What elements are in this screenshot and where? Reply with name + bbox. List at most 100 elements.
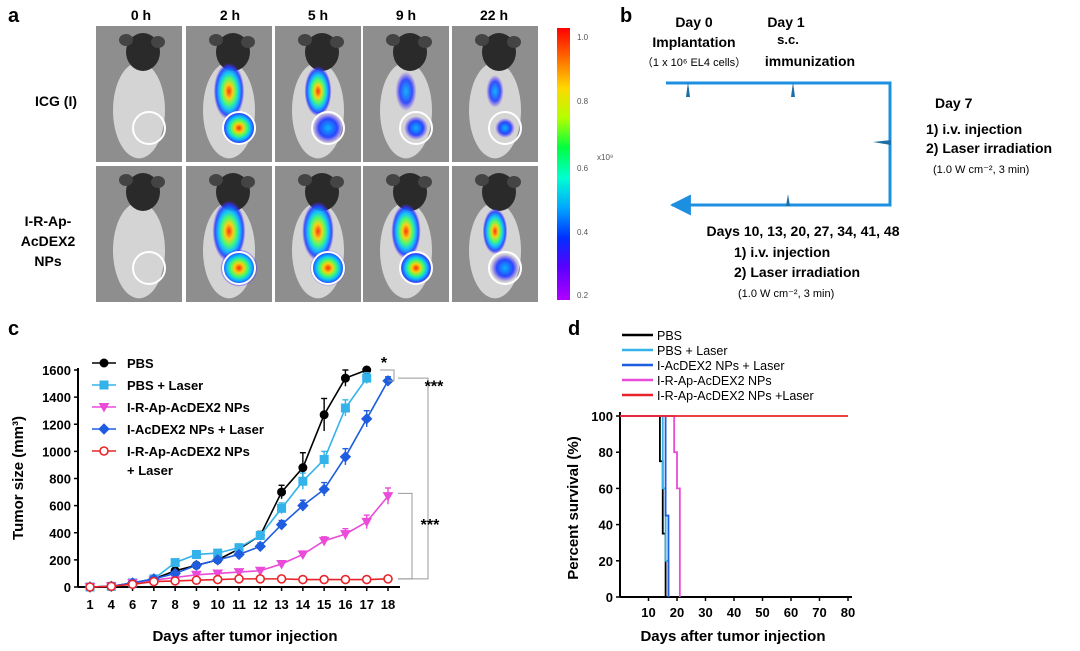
data-point [340,574,351,585]
mouse-image-r0-c0 [96,26,182,162]
panel-b-label: b [620,5,632,27]
time-label-3: 9 h [396,7,416,23]
data-point [383,574,393,584]
mouse-image-r1-c2 [275,166,361,302]
mouse-image-r1-c3 [363,166,449,302]
row-label-np-line3: NPs [34,253,61,269]
data-point [277,503,287,513]
x-tick-label: 13 [274,597,288,612]
panel-d-label: d [568,318,580,340]
mouse-ear [475,174,489,186]
data-point [170,576,180,586]
mouse-ear [475,34,489,46]
data-point [319,574,329,585]
legend-label: I-R-Ap-AcDEX2 NPs [657,374,772,388]
x-tick-label: 9 [193,597,200,612]
y-tick-label: 40 [599,518,613,533]
later-step1: 1) i.v. injection [734,244,830,260]
colorbar-tick-0-8: 0.8 [577,97,589,106]
day0-detail: （1 x 10⁶ EL4 cells） [642,56,746,69]
day1-event-line1: s.c. [777,32,799,47]
panel-a: a 0 h 2 h 5 h 9 h 22 h ICG (I) I-R-Ap- A… [8,5,613,302]
x-tick-label: 4 [108,597,116,612]
x-tick-label: 60 [784,605,798,620]
survival-line-pbs-laser [620,415,670,597]
mouse-ear [119,34,133,46]
day0-event: Implantation [652,34,735,50]
x-tick-label: 17 [359,597,373,612]
tumor-signal [491,254,519,282]
data-point [212,554,224,566]
mouse-body [113,62,165,159]
data-point [276,559,287,570]
y-tick-label: 600 [49,499,71,514]
tumor-signal [221,110,257,146]
fluorescence-signal [395,71,417,111]
data-point [297,499,309,512]
mouse-image-grid [96,26,538,302]
legend-item: I-R-Ap-AcDEX2 NPs +Laser [622,389,814,403]
panel-b: b Day 0 Implantation （1 x 10⁶ EL4 cells）… [620,5,1052,300]
mouse-ear [507,36,521,48]
tick-later [786,194,790,206]
x-tick-label: 20 [670,605,684,620]
colorbar-gradient [557,28,570,300]
row-label-icg: ICG (I) [35,93,77,109]
mouse-image-r0-c1 [186,26,272,162]
mouse-ear [298,34,312,46]
x-tick-label: 12 [253,597,267,612]
x-tick-label: 10 [210,597,224,612]
panel-a-label: a [8,5,20,27]
mouse-ear [330,176,344,188]
x-tick-label: 6 [129,597,136,612]
day7-title: Day 7 [935,95,973,111]
tumor-region-circle [311,251,345,285]
data-point [191,570,202,581]
data-point [340,373,350,383]
data-point [275,518,288,531]
x-tick-label: 80 [841,605,855,620]
tumor-region-circle [132,111,166,145]
data-point [233,568,245,578]
mouse-ear [151,176,165,188]
mouse-image-r0-c3 [363,26,449,162]
mouse-ear [386,174,400,186]
tumor-region-circle [222,251,256,285]
y-tick-label: 1000 [42,444,71,459]
data-point [362,373,372,383]
mouse-ear [418,36,432,48]
data-point [318,536,330,547]
chart-d-xlabel: Days after tumor injection [640,628,825,645]
data-point [277,487,287,497]
mouse-ear [330,36,344,48]
data-point [99,358,109,368]
day7-detail: (1.0 W cm⁻², 3 min) [933,164,1029,176]
legend-label: I-R-Ap-AcDEX2 NPs [127,400,250,415]
time-label-0: 0 h [131,7,151,23]
survival-line-pbs [620,415,667,597]
colorbar-unit: x10⁹ [597,153,613,162]
legend-item: PBS + Laser [92,378,203,393]
x-tick-label: 16 [338,597,352,612]
data-point [106,581,117,592]
timeline-path [666,81,892,216]
row-label-np-line1: I-R-Ap- [25,213,72,229]
y-tick-label: 1400 [42,390,71,405]
significance-label: * [381,355,388,372]
x-tick-label: 70 [812,605,826,620]
fluorescence-signal [391,203,421,259]
tumor-region-circle [399,111,433,145]
mouse-image-r0-c4 [452,26,538,162]
tick-day7 [873,140,891,145]
tumor-signal [399,251,433,285]
mouse-image-r1-c4 [452,166,538,302]
data-point [191,575,202,586]
mouse-ear [209,174,223,186]
bracket [380,369,395,382]
data-point [361,517,373,528]
tumor-signal [309,249,347,287]
